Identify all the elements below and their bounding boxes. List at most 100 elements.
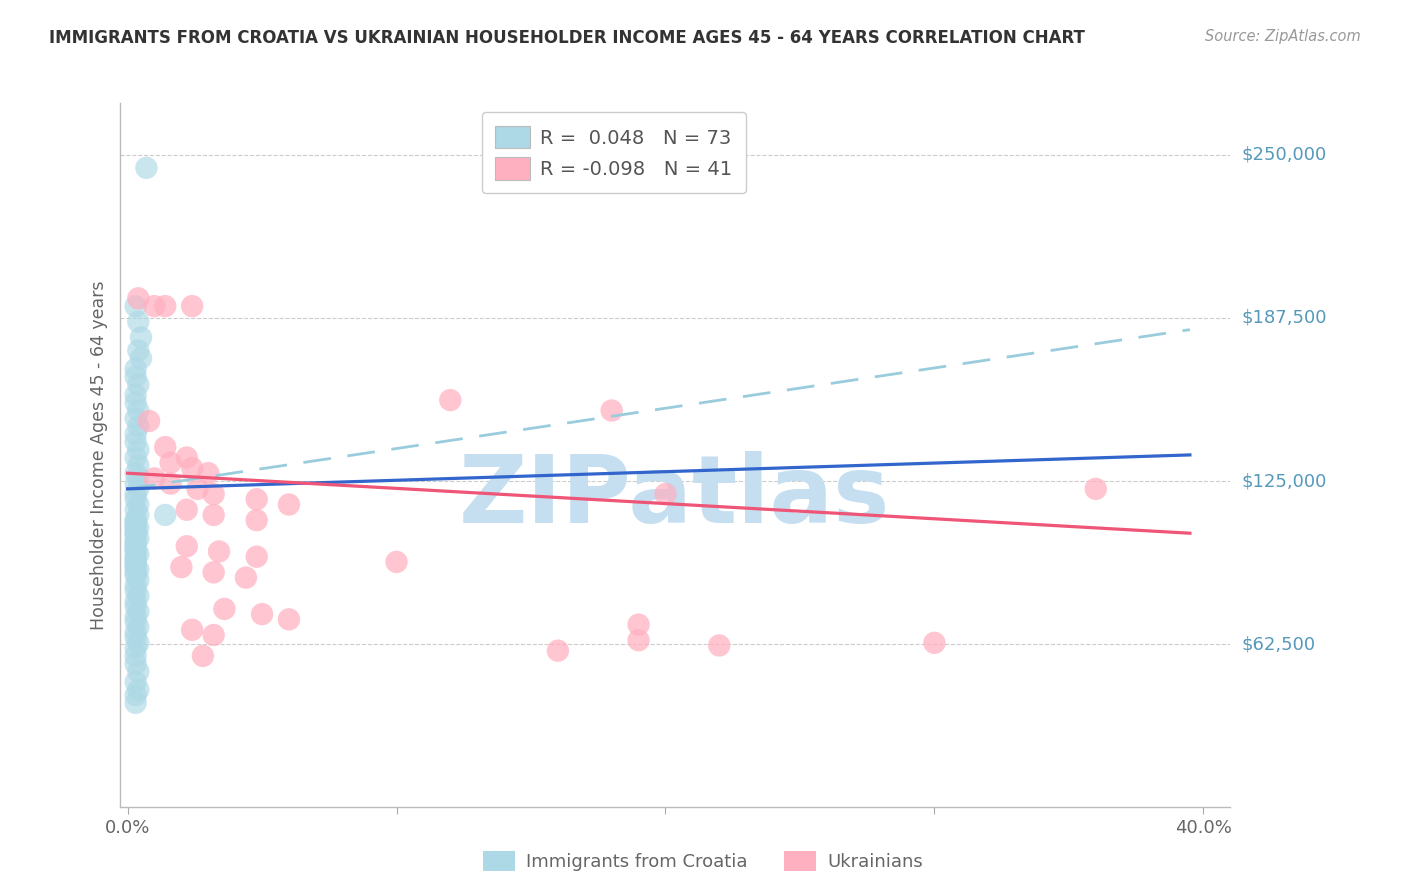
Point	[278, 612, 301, 626]
Point	[143, 299, 166, 313]
Point	[654, 487, 676, 501]
Point	[127, 547, 149, 561]
Point	[135, 161, 157, 175]
Point	[127, 498, 149, 512]
Point	[124, 502, 146, 516]
Point	[124, 609, 146, 624]
Point	[246, 549, 269, 564]
Point	[129, 351, 152, 366]
Point	[547, 643, 569, 657]
Point	[124, 524, 146, 538]
Point	[124, 625, 146, 640]
Point	[124, 599, 146, 614]
Point	[385, 555, 408, 569]
Point	[124, 566, 146, 580]
Point	[127, 573, 149, 587]
Point	[124, 361, 146, 376]
Legend: Immigrants from Croatia, Ukrainians: Immigrants from Croatia, Ukrainians	[475, 844, 931, 879]
Point	[124, 555, 146, 569]
Point	[181, 299, 204, 313]
Point	[181, 623, 204, 637]
Point	[627, 617, 650, 632]
Point	[124, 539, 146, 553]
Point	[124, 434, 146, 449]
Point	[235, 571, 257, 585]
Point	[124, 544, 146, 558]
Point	[127, 665, 149, 679]
Point	[124, 476, 146, 491]
Point	[124, 631, 146, 645]
Point	[214, 602, 236, 616]
Point	[124, 427, 146, 442]
Point	[124, 578, 146, 592]
Point	[127, 403, 149, 417]
Point	[181, 461, 204, 475]
Text: Source: ZipAtlas.com: Source: ZipAtlas.com	[1205, 29, 1361, 44]
Point	[127, 508, 149, 522]
Point	[127, 458, 149, 473]
Point	[202, 508, 225, 522]
Point	[124, 487, 146, 501]
Point	[600, 403, 623, 417]
Point	[124, 648, 146, 663]
Point	[127, 343, 149, 358]
Point	[124, 466, 146, 480]
Text: IMMIGRANTS FROM CROATIA VS UKRAINIAN HOUSEHOLDER INCOME AGES 45 - 64 YEARS CORRE: IMMIGRANTS FROM CROATIA VS UKRAINIAN HOU…	[49, 29, 1085, 46]
Point	[155, 508, 177, 522]
Point	[176, 450, 198, 465]
Text: $125,000: $125,000	[1241, 472, 1326, 490]
Point	[124, 534, 146, 549]
Point	[124, 583, 146, 598]
Point	[202, 628, 225, 642]
Point	[197, 466, 219, 480]
Point	[246, 492, 269, 507]
Legend: R =  0.048   N = 73, R = -0.098   N = 41: R = 0.048 N = 73, R = -0.098 N = 41	[482, 112, 745, 194]
Point	[124, 529, 146, 543]
Point	[124, 299, 146, 313]
Point	[124, 513, 146, 527]
Point	[127, 521, 149, 535]
Point	[250, 607, 273, 621]
Text: $250,000: $250,000	[1241, 145, 1326, 164]
Point	[124, 696, 146, 710]
Point	[124, 541, 146, 556]
Point	[124, 411, 146, 425]
Point	[138, 414, 160, 428]
Point	[127, 563, 149, 577]
Point	[124, 518, 146, 533]
Point	[127, 532, 149, 546]
Text: $187,500: $187,500	[1241, 309, 1326, 326]
Point	[155, 299, 177, 313]
Point	[127, 682, 149, 697]
Point	[709, 639, 731, 653]
Point	[124, 513, 146, 527]
Point	[124, 388, 146, 402]
Point	[124, 675, 146, 690]
Point	[246, 513, 269, 527]
Point	[124, 369, 146, 384]
Point	[127, 442, 149, 457]
Point	[191, 648, 214, 663]
Point	[159, 456, 181, 470]
Point	[159, 476, 181, 491]
Point	[1084, 482, 1107, 496]
Point	[129, 330, 152, 344]
Point	[202, 487, 225, 501]
Point	[124, 492, 146, 507]
Point	[124, 568, 146, 582]
Point	[627, 633, 650, 648]
Point	[278, 498, 301, 512]
Point	[124, 657, 146, 671]
Point	[127, 419, 149, 434]
Point	[124, 688, 146, 702]
Y-axis label: Householder Income Ages 45 - 64 years: Householder Income Ages 45 - 64 years	[90, 280, 108, 630]
Point	[124, 560, 146, 574]
Point	[124, 641, 146, 656]
Point	[124, 518, 146, 533]
Point	[124, 615, 146, 629]
Point	[124, 450, 146, 465]
Point	[127, 377, 149, 392]
Point	[186, 482, 208, 496]
Point	[127, 471, 149, 485]
Text: ZIPatlas: ZIPatlas	[460, 451, 890, 543]
